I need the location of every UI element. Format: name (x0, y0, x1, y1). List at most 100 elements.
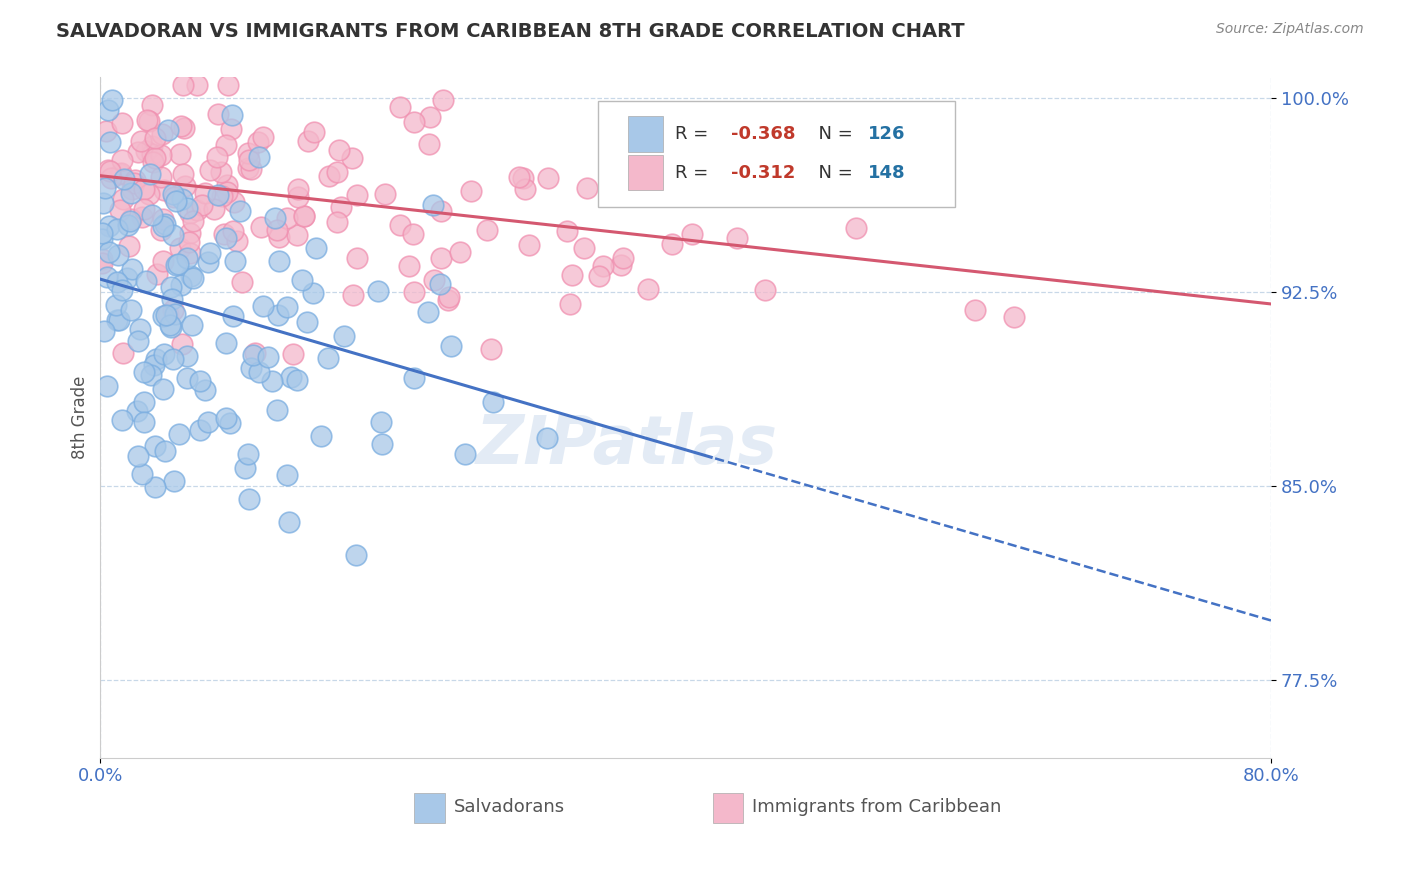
Point (326, 215, 349, 229)
Point (233, 461, 256, 475)
Point (215, 231, 238, 245)
Point (176, 251, 198, 265)
Point (118, 213, 141, 227)
Point (96, 270, 118, 285)
Point (150, 222, 173, 236)
Point (536, 431, 558, 445)
Point (1002, 310, 1025, 324)
Point (176, 201, 198, 215)
Point (754, 284, 776, 298)
Point (342, 287, 364, 301)
Text: 126: 126 (869, 125, 905, 143)
Point (174, 178, 197, 193)
Point (561, 268, 583, 282)
Point (177, 235, 200, 249)
Point (155, 217, 177, 231)
Point (186, 203, 208, 218)
Point (266, 403, 288, 417)
Point (305, 241, 328, 255)
Point (398, 259, 420, 273)
Point (145, 267, 167, 281)
Point (264, 211, 287, 226)
Point (224, 254, 246, 268)
Point (247, 150, 270, 164)
Point (845, 221, 868, 235)
Point (346, 251, 368, 265)
Point (297, 134, 319, 148)
Point (416, 305, 439, 319)
Point (287, 190, 309, 204)
Point (179, 206, 201, 220)
Point (575, 180, 598, 194)
Point (302, 285, 325, 300)
Point (211, 189, 233, 203)
Point (169, 146, 191, 161)
Point (276, 300, 298, 314)
Point (159, 280, 181, 294)
Point (134, 395, 156, 409)
Point (162, 186, 184, 201)
Point (183, 271, 205, 285)
Point (247, 365, 270, 379)
Point (479, 342, 502, 356)
Point (152, 183, 174, 197)
Point (115, 271, 138, 285)
Point (236, 161, 259, 175)
Point (429, 277, 451, 292)
Point (176, 349, 198, 363)
Point (156, 123, 179, 137)
Point (449, 244, 471, 259)
Point (422, 198, 444, 212)
Text: Source: ZipAtlas.com: Source: ZipAtlas.com (1216, 22, 1364, 37)
Point (141, 146, 163, 161)
Point (404, 115, 426, 129)
Point (98, 135, 121, 149)
Point (215, 186, 238, 200)
Point (138, 113, 160, 128)
Point (129, 134, 152, 148)
Point (155, 308, 177, 322)
Point (121, 182, 143, 196)
Point (429, 251, 451, 265)
Point (110, 203, 132, 218)
Point (555, 224, 578, 238)
Point (197, 255, 219, 269)
Point (215, 336, 238, 351)
Point (256, 351, 278, 365)
Point (141, 208, 163, 222)
Point (159, 318, 181, 332)
Point (212, 227, 235, 241)
Point (145, 131, 167, 145)
Point (127, 334, 149, 348)
Point (238, 491, 260, 506)
Point (194, 186, 217, 201)
Point (207, 107, 229, 121)
Text: Immigrants from Caribbean: Immigrants from Caribbean (752, 797, 1002, 815)
Point (592, 259, 614, 273)
Point (224, 194, 246, 209)
Point (141, 98, 163, 112)
Point (252, 299, 274, 313)
Point (156, 307, 179, 321)
Point (402, 227, 425, 242)
Point (215, 137, 238, 152)
Point (110, 413, 132, 427)
Point (162, 302, 184, 317)
Point (342, 152, 364, 166)
Point (127, 449, 149, 463)
Point (141, 368, 163, 382)
Point (285, 373, 308, 387)
Point (169, 426, 191, 441)
Text: SALVADORAN VS IMMIGRANTS FROM CARIBBEAN 8TH GRADE CORRELATION CHART: SALVADORAN VS IMMIGRANTS FROM CARIBBEAN … (56, 22, 965, 41)
Point (120, 186, 142, 201)
Point (217, 78, 239, 93)
Point (172, 336, 194, 351)
Point (402, 371, 425, 385)
Point (572, 241, 595, 255)
Point (142, 358, 165, 372)
Point (404, 285, 426, 299)
Point (142, 154, 165, 169)
Point (278, 515, 301, 529)
Point (165, 307, 187, 321)
Point (295, 315, 318, 329)
